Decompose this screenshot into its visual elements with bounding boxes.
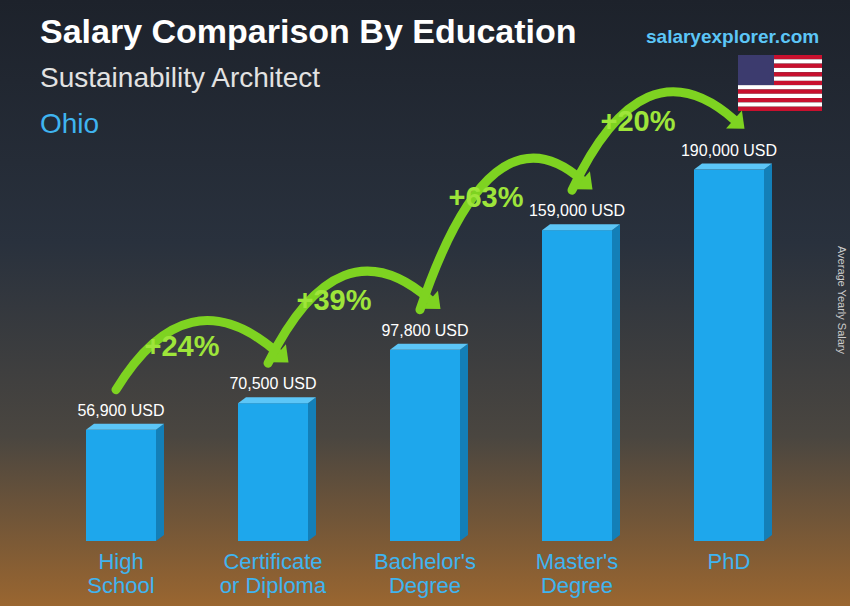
svg-text:Master's: Master's — [536, 549, 618, 574]
svg-text:Certificate: Certificate — [223, 549, 322, 574]
svg-text:or Diploma: or Diploma — [220, 573, 327, 598]
html-text:Salary Comparison By Education: Salary Comparison By Education — [40, 12, 577, 50]
svg-text:+63%: +63% — [449, 181, 524, 213]
svg-text:159,000 USD: 159,000 USD — [529, 202, 625, 219]
svg-text:School: School — [87, 573, 154, 598]
svg-text:Degree: Degree — [389, 573, 461, 598]
svg-text:97,800 USD: 97,800 USD — [381, 322, 468, 339]
svg-text:+24%: +24% — [145, 330, 220, 362]
svg-text:Bachelor's: Bachelor's — [374, 549, 476, 574]
html-text:Sustainability Architect: Sustainability Architect — [40, 62, 321, 93]
svg-text:PhD: PhD — [708, 549, 751, 574]
svg-text:Average Yearly Salary: Average Yearly Salary — [836, 246, 842, 355]
html-text:salaryexplorer.com: salaryexplorer.com — [646, 26, 820, 47]
svg-text:56,900 USD: 56,900 USD — [77, 402, 164, 419]
svg-text:+39%: +39% — [297, 284, 372, 316]
svg-text:190,000 USD: 190,000 USD — [681, 142, 777, 159]
svg-text:70,500 USD: 70,500 USD — [229, 375, 316, 392]
html-text:Ohio: Ohio — [40, 108, 100, 139]
svg-text:High: High — [98, 549, 143, 574]
svg-text:+20%: +20% — [601, 105, 676, 137]
svg-text:Degree: Degree — [541, 573, 613, 598]
